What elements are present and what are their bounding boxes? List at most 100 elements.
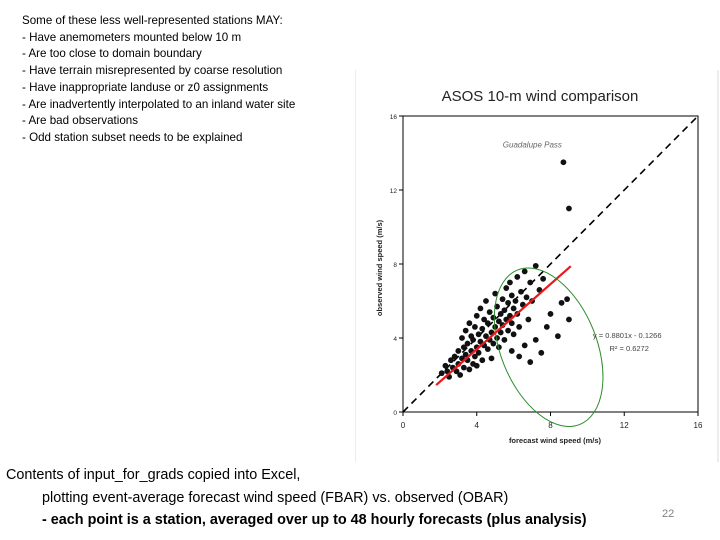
data-point bbox=[508, 292, 515, 299]
data-point bbox=[532, 262, 539, 269]
x-tick-label: 12 bbox=[620, 421, 629, 430]
data-point bbox=[507, 279, 513, 286]
data-point bbox=[464, 340, 471, 347]
one-to-one-line bbox=[402, 115, 699, 413]
data-point bbox=[521, 268, 528, 275]
caption-line-2: plotting event-average forecast wind spe… bbox=[42, 489, 509, 506]
data-point bbox=[492, 324, 499, 330]
data-point bbox=[473, 312, 480, 319]
data-point bbox=[501, 307, 508, 314]
note-item: Have inappropriate landuse or z0 assignm… bbox=[22, 80, 295, 97]
data-point bbox=[472, 324, 478, 330]
caption-line-3: - each point is a station, averaged over… bbox=[42, 512, 587, 529]
guadalupe-pass-label: Guadalupe Pass bbox=[503, 140, 562, 149]
data-point bbox=[466, 320, 473, 327]
y-tick-label: 16 bbox=[390, 114, 398, 121]
data-point bbox=[497, 311, 504, 317]
chart-title: ASOS 10-m wind comparison bbox=[442, 88, 639, 105]
data-point bbox=[462, 327, 469, 334]
note-item: Have anemometers mounted below 10 m bbox=[22, 30, 295, 47]
data-point bbox=[457, 372, 464, 378]
data-point bbox=[470, 336, 476, 343]
data-point bbox=[566, 205, 572, 212]
data-point bbox=[508, 348, 515, 354]
data-point bbox=[518, 288, 524, 295]
note-item: Odd station subset needs to be explained bbox=[22, 130, 295, 147]
data-point bbox=[460, 344, 467, 351]
data-point bbox=[543, 324, 550, 330]
slide-number: 22 bbox=[662, 508, 675, 520]
data-point bbox=[495, 318, 502, 325]
data-point bbox=[516, 353, 523, 360]
data-point bbox=[448, 357, 454, 364]
data-point bbox=[497, 329, 504, 336]
data-point bbox=[521, 342, 528, 349]
data-point bbox=[481, 316, 488, 323]
note-item: Have terrain misrepresented by coarse re… bbox=[22, 63, 295, 80]
data-point bbox=[477, 305, 484, 312]
data-point bbox=[455, 348, 462, 354]
notes-list: Have anemometers mounted below 10 mAre t… bbox=[22, 30, 295, 147]
y-tick-label: 0 bbox=[393, 410, 397, 417]
x-tick-label: 0 bbox=[401, 421, 406, 430]
x-tick-label: 8 bbox=[548, 421, 553, 430]
note-item: Are bad observations bbox=[22, 113, 295, 130]
data-point bbox=[527, 279, 534, 286]
data-point bbox=[514, 274, 521, 280]
y-tick-label: 4 bbox=[393, 336, 397, 343]
data-point bbox=[483, 333, 489, 340]
data-point bbox=[438, 370, 445, 377]
x-tick-label: 4 bbox=[475, 421, 480, 430]
data-point bbox=[451, 353, 458, 360]
data-point bbox=[479, 357, 486, 364]
notes-heading: Some of these less well-represented stat… bbox=[22, 14, 283, 27]
trendline bbox=[435, 265, 572, 386]
data-point bbox=[505, 327, 511, 334]
scatter-chart: ASOS 10-m wind comparison 0 4 8 12 16 0 4 8 12 16… bbox=[355, 70, 719, 462]
data-point bbox=[488, 355, 495, 362]
caption-line-1: Contents of input_for_grads copied into … bbox=[6, 467, 301, 483]
data-point bbox=[475, 331, 482, 338]
data-point bbox=[560, 159, 567, 166]
data-point bbox=[503, 285, 510, 291]
data-point bbox=[460, 364, 467, 371]
data-point bbox=[527, 359, 534, 365]
data-point bbox=[547, 311, 554, 317]
data-point bbox=[492, 290, 499, 297]
data-point bbox=[501, 336, 508, 343]
data-point bbox=[540, 275, 547, 282]
data-point bbox=[459, 335, 465, 341]
data-point bbox=[477, 338, 484, 345]
x-tick-label: 16 bbox=[694, 421, 703, 430]
data-point bbox=[494, 335, 500, 341]
data-point bbox=[538, 349, 545, 356]
data-point bbox=[505, 299, 511, 306]
note-item: Are inadvertently interpolated to an inl… bbox=[22, 97, 295, 114]
note-item: Are too close to domain boundary bbox=[22, 46, 295, 63]
data-point bbox=[466, 366, 473, 373]
data-point bbox=[510, 305, 517, 312]
regression-equation: y = 0.8801x - 0.1266 bbox=[593, 331, 662, 340]
r-squared-label: R² = 0.6272 bbox=[610, 344, 649, 353]
data-point bbox=[564, 296, 570, 303]
data-point bbox=[523, 294, 530, 301]
data-point bbox=[479, 325, 486, 332]
data-point bbox=[484, 346, 491, 352]
y-tick-label: 8 bbox=[393, 262, 397, 269]
data-point bbox=[512, 298, 519, 304]
data-point bbox=[490, 314, 497, 321]
outlier-ellipse bbox=[493, 267, 604, 427]
data-point bbox=[510, 331, 517, 338]
data-point bbox=[442, 362, 449, 369]
data-point bbox=[566, 316, 572, 323]
data-point bbox=[473, 362, 480, 369]
y-axis-label: observed wind speed (m/s) bbox=[375, 219, 384, 316]
station-notes: Some of these less well-represented stat… bbox=[22, 13, 295, 147]
data-point bbox=[525, 316, 532, 323]
data-point bbox=[508, 320, 515, 327]
data-point bbox=[532, 336, 539, 343]
caption: Contents of input_for_grads copied into … bbox=[6, 464, 587, 532]
data-point bbox=[483, 298, 489, 304]
y-tick-label: 12 bbox=[390, 188, 398, 195]
data-point bbox=[462, 351, 469, 358]
